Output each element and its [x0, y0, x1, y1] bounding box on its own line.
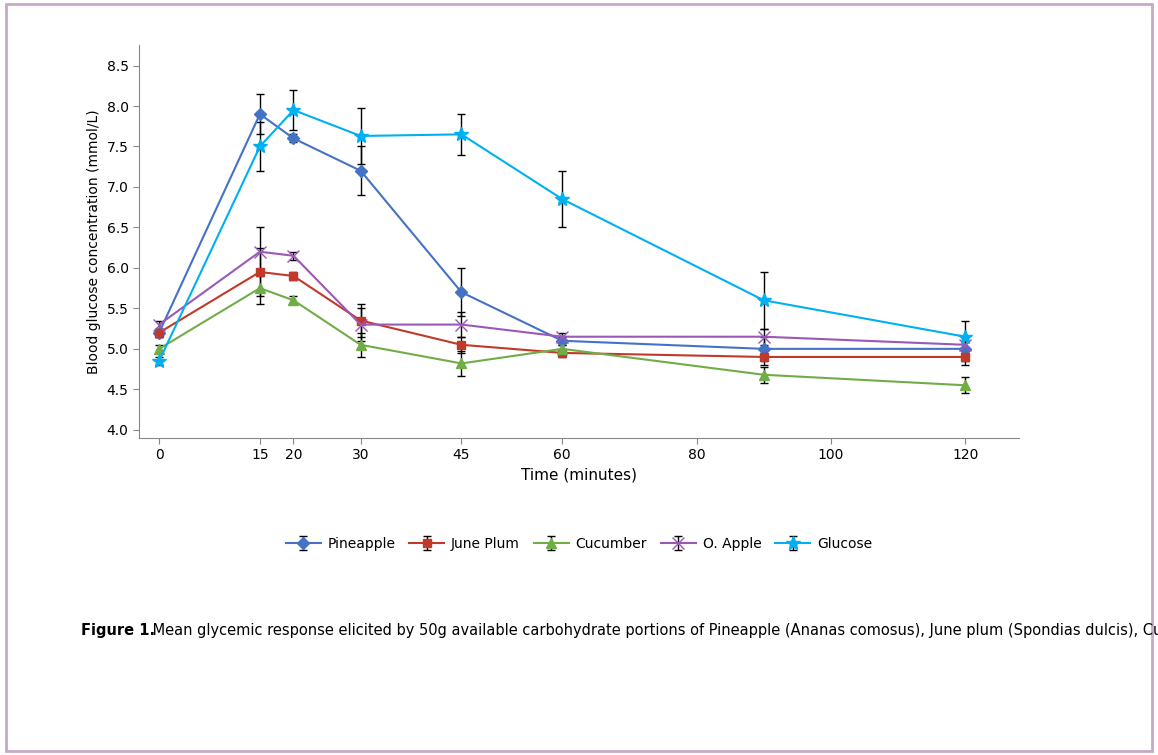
Y-axis label: Blood glucose concentration (mmol/L): Blood glucose concentration (mmol/L)	[87, 109, 101, 374]
X-axis label: Time (minutes): Time (minutes)	[521, 468, 637, 483]
Legend: Pineapple, June Plum, Cucumber, O. Apple, Glucose: Pineapple, June Plum, Cucumber, O. Apple…	[280, 532, 878, 556]
Text: Figure 1.: Figure 1.	[81, 623, 155, 638]
Text: Mean glycemic response elicited by 50g available carbohydrate portions of Pineap: Mean glycemic response elicited by 50g a…	[148, 623, 1158, 638]
